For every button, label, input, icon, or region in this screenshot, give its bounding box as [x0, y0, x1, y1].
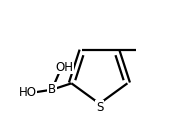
Text: B: B: [48, 83, 56, 96]
Text: S: S: [96, 101, 103, 114]
Text: HO: HO: [19, 86, 37, 99]
Text: OH: OH: [55, 61, 73, 74]
